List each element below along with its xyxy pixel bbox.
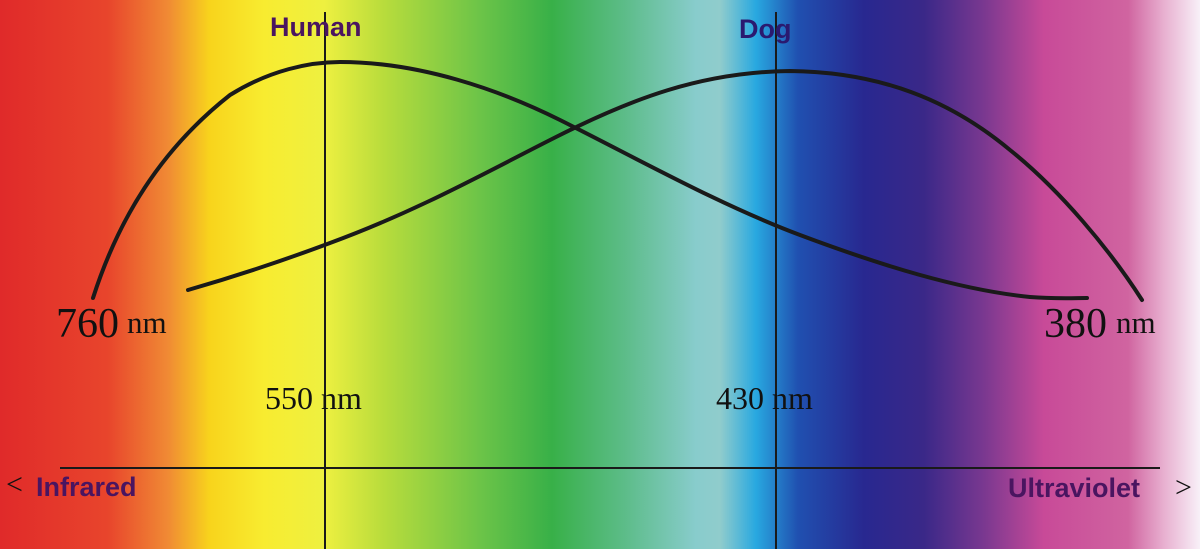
human-sensitivity-curve [91, 59, 1089, 301]
right-wavelength-value: 380 [1044, 301, 1107, 347]
ultraviolet-arrow: > [1175, 471, 1192, 504]
dog-sensitivity-curve [186, 68, 1144, 302]
dog-label: Dog [739, 14, 791, 44]
ultraviolet-label: Ultraviolet [1008, 473, 1140, 503]
left-wavelength-value: 760 [56, 301, 119, 347]
dog-peak-wavelength: 430 nm [716, 380, 813, 416]
human-peak-wavelength: 550 nm [265, 380, 362, 416]
infrared-arrow: < [6, 468, 23, 501]
infrared-label: Infrared [36, 472, 137, 502]
left-wavelength-unit: nm [127, 305, 167, 340]
right-wavelength-unit: nm [1116, 305, 1156, 340]
human-label: Human [270, 12, 362, 42]
